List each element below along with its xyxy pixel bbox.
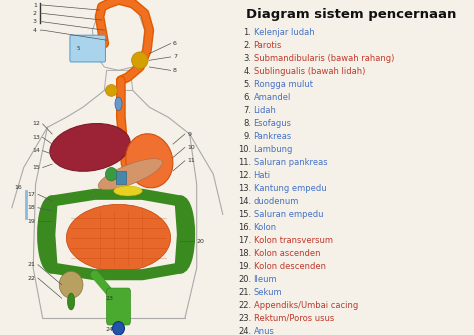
Text: 18: 18 — [28, 205, 36, 210]
Text: 2.: 2. — [243, 42, 251, 51]
Text: Kantung empedu: Kantung empedu — [254, 184, 326, 193]
Text: 9: 9 — [187, 132, 191, 136]
Text: 10.: 10. — [238, 145, 251, 154]
Text: 3.: 3. — [243, 54, 251, 63]
FancyBboxPatch shape — [107, 288, 130, 325]
Text: Appendiks/Umbai cacing: Appendiks/Umbai cacing — [254, 301, 358, 310]
Text: 17.: 17. — [238, 236, 251, 245]
Text: 21: 21 — [27, 262, 36, 267]
Text: 11: 11 — [187, 158, 195, 163]
Text: 15.: 15. — [238, 210, 251, 219]
Text: 24.: 24. — [238, 327, 251, 335]
Text: Lambung: Lambung — [254, 145, 293, 154]
Text: 6: 6 — [173, 41, 177, 46]
Text: Saluran pankreas: Saluran pankreas — [254, 158, 327, 167]
FancyBboxPatch shape — [70, 35, 105, 62]
FancyBboxPatch shape — [116, 171, 126, 184]
Text: 12.: 12. — [238, 171, 251, 180]
Ellipse shape — [50, 124, 130, 171]
Text: 8: 8 — [173, 68, 177, 73]
Ellipse shape — [132, 52, 148, 69]
Text: 2: 2 — [33, 11, 36, 16]
Text: Rektum/Poros usus: Rektum/Poros usus — [254, 314, 334, 323]
Text: 14.: 14. — [238, 197, 251, 206]
Ellipse shape — [115, 97, 122, 111]
Text: 15: 15 — [33, 165, 40, 170]
Text: Rongga mulut: Rongga mulut — [254, 80, 312, 89]
Text: 7.: 7. — [243, 106, 251, 115]
Text: 18.: 18. — [238, 249, 251, 258]
Text: Lidah: Lidah — [254, 106, 276, 115]
Text: 13: 13 — [32, 135, 40, 140]
Text: 7: 7 — [173, 55, 177, 59]
Text: Parotis: Parotis — [254, 42, 282, 51]
Text: 16.: 16. — [238, 223, 251, 232]
Text: 20.: 20. — [238, 275, 251, 284]
Text: 23: 23 — [106, 296, 114, 300]
Text: 1.: 1. — [243, 28, 251, 38]
Text: 23.: 23. — [238, 314, 251, 323]
Text: 3: 3 — [33, 19, 36, 24]
Text: 4: 4 — [33, 28, 36, 32]
Ellipse shape — [67, 293, 75, 310]
Text: 8.: 8. — [243, 119, 251, 128]
Text: Sublingualis (bawah lidah): Sublingualis (bawah lidah) — [254, 67, 365, 76]
Ellipse shape — [113, 322, 124, 335]
Text: Anus: Anus — [254, 327, 274, 335]
Text: Kolon ascenden: Kolon ascenden — [254, 249, 320, 258]
Text: Saluran empedu: Saluran empedu — [254, 210, 323, 219]
Text: 20: 20 — [197, 239, 205, 244]
Ellipse shape — [59, 271, 83, 298]
Text: 1: 1 — [33, 3, 36, 7]
Text: 9.: 9. — [243, 132, 251, 141]
Text: Submandibularis (bawah rahang): Submandibularis (bawah rahang) — [254, 54, 394, 63]
Text: 6.: 6. — [243, 93, 251, 102]
Text: 5.: 5. — [243, 80, 251, 89]
Ellipse shape — [114, 186, 142, 196]
Ellipse shape — [98, 159, 163, 190]
Text: Sekum: Sekum — [254, 288, 282, 297]
Text: 19: 19 — [27, 219, 36, 223]
Text: Diagram sistem pencernaan: Diagram sistem pencernaan — [246, 8, 457, 21]
Text: Esofagus: Esofagus — [254, 119, 292, 128]
Text: 24: 24 — [106, 328, 114, 332]
Text: Kolon: Kolon — [254, 223, 277, 232]
Text: 14: 14 — [32, 148, 40, 153]
Text: duodenum: duodenum — [254, 197, 299, 206]
Text: 19.: 19. — [238, 262, 251, 271]
Text: Ileum: Ileum — [254, 275, 277, 284]
Ellipse shape — [105, 168, 117, 181]
Text: Kelenjar ludah: Kelenjar ludah — [254, 28, 314, 38]
Ellipse shape — [66, 204, 171, 271]
Text: 12: 12 — [32, 122, 40, 126]
Text: 4.: 4. — [243, 67, 251, 76]
Text: Kolon transversum: Kolon transversum — [254, 236, 333, 245]
Text: 16: 16 — [15, 185, 23, 190]
Ellipse shape — [105, 84, 117, 96]
Text: Kolon descenden: Kolon descenden — [254, 262, 326, 271]
Text: Hati: Hati — [254, 171, 271, 180]
Text: 13.: 13. — [238, 184, 251, 193]
Text: 10: 10 — [187, 145, 195, 150]
Text: Pankreas: Pankreas — [254, 132, 292, 141]
Text: 22.: 22. — [238, 301, 251, 310]
Text: 5: 5 — [76, 46, 80, 51]
Text: 21.: 21. — [238, 288, 251, 297]
Text: 11.: 11. — [238, 158, 251, 167]
Text: 22: 22 — [27, 276, 36, 280]
Ellipse shape — [126, 134, 173, 188]
Text: 17: 17 — [27, 192, 36, 197]
Text: Amandel: Amandel — [254, 93, 291, 102]
